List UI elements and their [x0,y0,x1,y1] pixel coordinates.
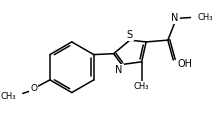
Text: S: S [127,30,133,40]
Text: CH₃: CH₃ [1,92,16,101]
Text: N: N [171,13,179,23]
Text: OH: OH [178,59,193,69]
Text: CH₃: CH₃ [134,82,149,91]
Text: N: N [115,65,123,75]
Text: O: O [30,84,37,93]
Text: CH₃: CH₃ [198,13,213,22]
